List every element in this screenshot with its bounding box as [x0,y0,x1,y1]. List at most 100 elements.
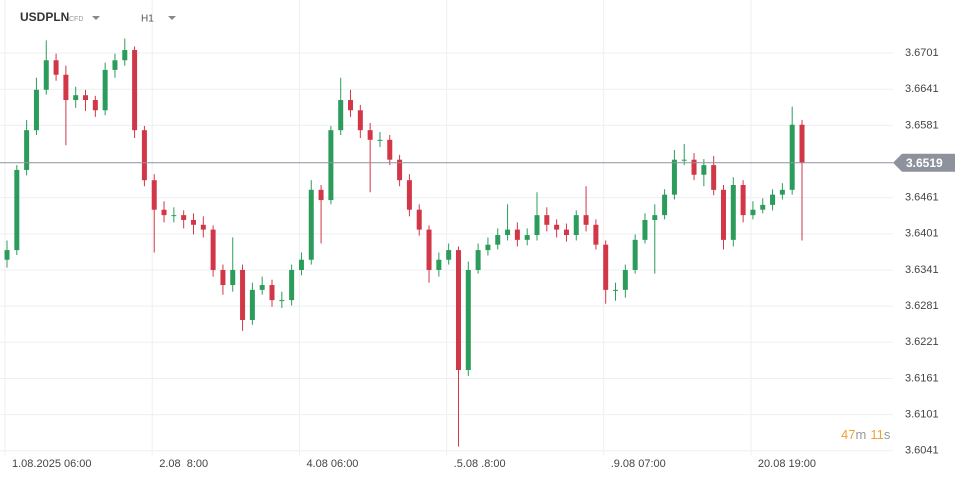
candle-body [514,229,520,240]
candle-body [181,215,187,220]
candle-body [338,100,344,131]
candle-body [141,130,147,181]
y-tick-label: 3.6581 [905,119,939,131]
y-tick-label: 3.6701 [905,47,939,59]
candle-body [475,250,481,270]
candle-body [259,285,265,290]
x-tick-label: .9.08 07:00 [611,458,666,470]
candle-body [102,69,108,111]
x-tick-label: .5.08 .8:00 [454,458,506,470]
candle-body [799,124,805,163]
y-tick-label: 3.6341 [905,264,939,276]
candle-body [701,165,707,175]
y-tick-label: 3.6281 [905,300,939,312]
candle-body [33,89,39,131]
candle-body [662,194,668,216]
candle-body [73,95,79,101]
candle-body [554,224,560,230]
candle-body [534,215,540,236]
candle-body [642,219,648,240]
y-tick-label: 3.6401 [905,228,939,240]
candle-body [730,185,736,240]
chart-title: USDPLN [20,10,69,24]
candle-body [632,239,638,270]
candle-body [406,180,412,210]
candle-body [83,95,89,101]
candle-body [465,269,471,371]
candle-body [544,215,550,225]
candle-body [740,185,746,216]
x-tick-label: 4.08 06:00 [306,458,358,470]
candle-body [711,165,717,190]
candle-body [4,250,10,260]
candle-body [485,244,491,251]
candle-body [53,60,59,75]
candle-body [132,50,138,131]
candle-body [416,209,422,230]
candle-body [357,110,363,131]
candle-body [505,229,511,236]
candle-body [779,189,785,195]
candle-body [161,209,167,216]
candle-body [426,229,432,270]
candle-body [524,235,530,240]
candle-body [593,224,599,245]
candle-body [387,139,393,160]
candle-body [622,269,628,290]
candle-body [691,159,697,175]
candle-body [377,139,383,141]
candle-body [318,189,324,201]
candle-body [43,60,49,90]
y-tick-label: 3.6041 [905,445,939,457]
y-tick-label: 3.6221 [905,336,939,348]
candle-body [151,180,157,210]
instrument-type: CFD [69,16,83,23]
candle-body [770,194,776,205]
y-tick-label: 3.6461 [905,192,939,204]
candle-body [583,215,589,225]
candle-body [92,100,98,111]
dropdown-arrow[interactable] [168,16,176,20]
candle-timer: 47m 11s [841,427,891,442]
candle-body [750,209,756,216]
candle-body [220,269,226,286]
candle-body [200,224,206,230]
candle-body [367,130,373,140]
candle-body [613,289,619,291]
candle-body [563,229,569,236]
timer-unit: m [855,427,866,442]
dropdown-arrow[interactable] [92,16,100,20]
timer-unit: s [884,427,891,442]
candle-body [446,250,452,260]
candle-body [455,250,461,371]
candle-body [436,259,442,270]
x-tick-label: 2.08 8:00 [159,458,208,470]
candle-body [397,159,403,181]
candle-body [573,215,579,236]
candle-body [112,60,118,70]
candle-body [348,100,354,111]
timer-minutes: 47 [841,427,855,442]
candle-body [720,189,726,240]
candle-body [240,269,246,321]
y-tick-label: 3.6101 [905,409,939,421]
candle-body [14,169,20,251]
candle-body [789,124,795,190]
candle-body [652,215,658,220]
candle-body [760,204,766,210]
candle-body [171,215,177,217]
x-tick-label: 20.08 19:00 [758,458,816,470]
candle-body [230,269,236,286]
candle-body [308,189,314,260]
timeframe[interactable]: H1 [141,14,154,25]
candle-body [671,159,677,195]
candle-body [289,269,295,301]
candle-body [24,130,30,170]
candle-body [279,300,285,302]
candle-body [122,50,128,61]
price-tag [893,153,955,172]
candle-body [603,244,609,290]
candle-body [210,229,216,270]
candle-body [495,235,501,245]
